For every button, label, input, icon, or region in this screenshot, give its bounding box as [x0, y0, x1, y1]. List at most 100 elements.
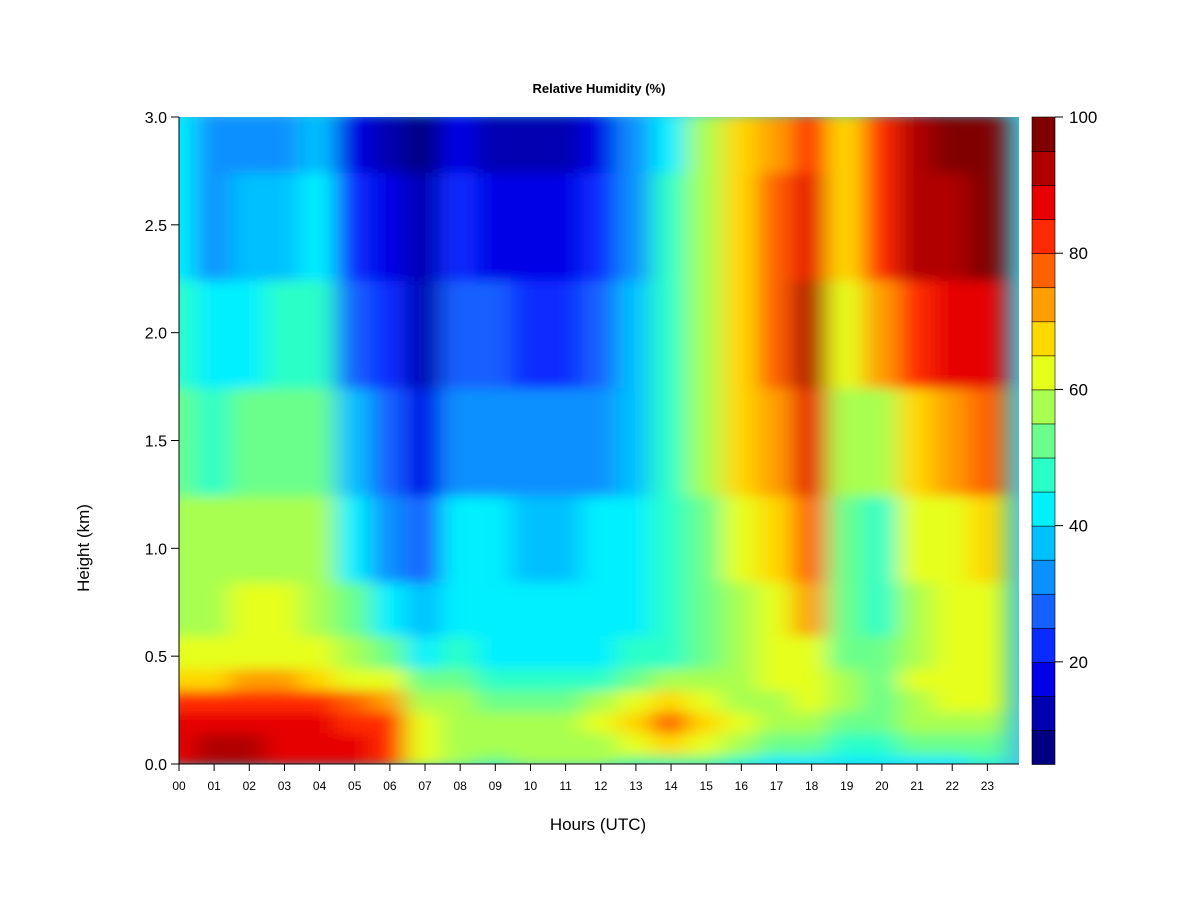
heatmap-cell [792, 168, 832, 281]
x-tick-label: 22 [946, 779, 960, 793]
heatmap-cell [300, 729, 340, 756]
heatmap-cell [932, 686, 972, 713]
y-tick-label: 0.0 [145, 757, 167, 774]
colorbar-segment [1031, 729, 1056, 765]
heatmap-cell [651, 168, 691, 281]
heatmap-cell [475, 384, 515, 497]
heatmap-cell [651, 686, 691, 713]
heatmap-cell [862, 276, 902, 389]
heatmap-cell [581, 632, 621, 669]
heatmap-cell [721, 276, 761, 389]
heatmap-cell [581, 168, 621, 281]
heatmap-cell [827, 578, 867, 637]
heatmap-cell [194, 384, 234, 497]
heatmap-cell [179, 168, 199, 281]
heatmap-cell [581, 384, 621, 497]
heatmap-cell [897, 686, 937, 713]
heatmap-cell [335, 492, 375, 583]
heatmap-cell [335, 665, 375, 691]
heatmap-cell [721, 384, 761, 497]
heatmap-cell [440, 708, 480, 734]
heatmap-cell [405, 686, 445, 713]
x-tick-label: 06 [383, 779, 397, 793]
heatmap-cell [229, 578, 269, 637]
heatmap-cell [792, 492, 832, 583]
heatmap-cell [440, 729, 480, 756]
heatmap-cell [756, 168, 796, 281]
heatmap-cell [179, 578, 199, 637]
heatmap-cell [475, 276, 515, 389]
x-tick-label: 12 [594, 779, 608, 793]
heatmap-cell [370, 632, 410, 669]
heatmap-cell [686, 276, 726, 389]
heatmap-cell [686, 729, 726, 756]
heatmap-cell [792, 686, 832, 713]
heatmap-cell [756, 729, 796, 756]
x-tick-label: 20 [875, 779, 889, 793]
heatmap-cell [581, 117, 621, 173]
heatmap-cell [686, 665, 726, 691]
heatmap-cell [827, 632, 867, 669]
heatmap-cell [179, 117, 199, 173]
heatmap-cell [546, 578, 586, 637]
x-tick-label: 18 [805, 779, 819, 793]
heatmap-cell [546, 729, 586, 756]
heatmap-cell [862, 729, 902, 756]
heatmap-cell [370, 665, 410, 691]
heatmap-cell [756, 384, 796, 497]
heatmap-cell [264, 686, 304, 713]
heatmap-cell [616, 384, 656, 497]
heatmap-cell [546, 686, 586, 713]
heatmap-cell [405, 492, 445, 583]
heatmap-cell [897, 665, 937, 691]
colorbar-tick-label: 80 [1069, 244, 1088, 263]
heatmap-cell [932, 729, 972, 756]
heatmap-cell [229, 384, 269, 497]
heatmap-cell [510, 708, 550, 734]
heatmap-cell [405, 117, 445, 173]
heatmap-cell [229, 168, 269, 281]
heatmap-cell [229, 665, 269, 691]
heatmap-cell [827, 686, 867, 713]
heatmap-cell [862, 686, 902, 713]
heatmap-cell [300, 276, 340, 389]
heatmap-cell [194, 168, 234, 281]
heatmap-cell [194, 492, 234, 583]
heatmap-cell [616, 686, 656, 713]
heatmap-cell [264, 708, 304, 734]
heatmap-cell [792, 117, 832, 173]
heatmap-cell [862, 708, 902, 734]
heatmap-cell [229, 708, 269, 734]
x-tick-label: 02 [243, 779, 257, 793]
heatmap-cell [229, 686, 269, 713]
heatmap-cell [370, 708, 410, 734]
heatmap-cell [510, 117, 550, 173]
heatmap-cell [475, 578, 515, 637]
heatmap-cell [370, 492, 410, 583]
heatmap-cell [616, 117, 656, 173]
heatmap-cell [792, 276, 832, 389]
heatmap-cell [862, 578, 902, 637]
heatmap-cell [335, 117, 375, 173]
heatmap-cell [440, 578, 480, 637]
heatmap-cell [651, 276, 691, 389]
heatmap-cell [179, 686, 199, 713]
heatmap-cell [756, 665, 796, 691]
heatmap-cell [862, 665, 902, 691]
colorbar-tick-label: 60 [1069, 380, 1088, 399]
heatmap-cell [229, 117, 269, 173]
heatmap-cell [756, 686, 796, 713]
heatmap-cell [721, 168, 761, 281]
heatmap-cell [756, 117, 796, 173]
heatmap-cell [264, 665, 304, 691]
heatmap-cell [756, 492, 796, 583]
heatmap-cell [370, 384, 410, 497]
heatmap-cell [792, 578, 832, 637]
heatmap-cell [792, 729, 832, 756]
heatmap-cell [686, 492, 726, 583]
heatmap-cell [616, 632, 656, 669]
heatmap-cell [897, 578, 937, 637]
heatmap-cell [335, 729, 375, 756]
heatmap-cell [546, 117, 586, 173]
heatmap-cell [897, 492, 937, 583]
